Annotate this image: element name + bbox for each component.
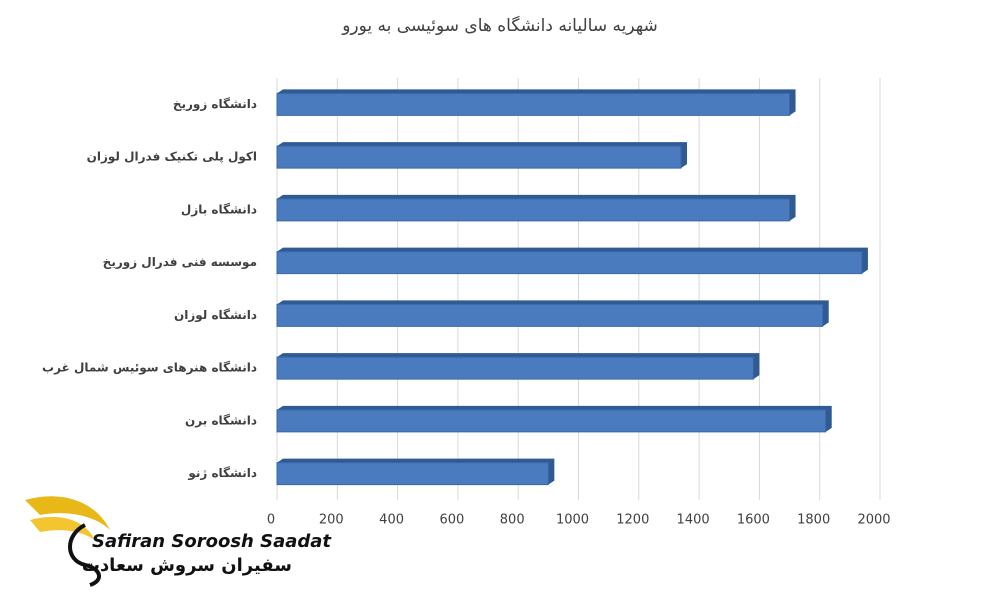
x-tick-label: 0 [267,513,275,528]
bar [276,145,682,169]
x-tick-label: 1600 [737,513,770,528]
x-tick-label: 200 [319,513,344,528]
y-tick-label: دانشگاه ژنو [187,466,257,481]
x-tick-label: 1200 [616,513,649,528]
y-tick-label: موسسه فنی فدرال زوریخ [103,255,257,270]
bar [276,462,549,486]
x-tick-label: 1800 [797,513,830,528]
bar [276,92,791,116]
chart-title: شهریه سالیانه دانشگاه های سوئیسی به یورو [341,15,658,36]
bar-depth [277,194,796,221]
x-tick-label: 600 [439,513,464,528]
logo-wing [25,496,110,530]
x-tick-label: 2000 [857,513,890,528]
x-tick-label: 800 [500,513,525,528]
bar-depth [277,458,555,485]
x-tick-label: 400 [379,513,404,528]
bar [276,251,863,275]
x-tick-label: 1000 [556,513,589,528]
bar [276,198,791,222]
bar-depth [277,405,832,432]
bar-depth [277,353,760,380]
logo-persian: سفیران سروش سعادت [82,555,292,576]
bar [276,303,824,327]
logo-wing [30,516,95,540]
y-tick-label: دانشگاه هنرهای سوئیس شمال غرب [42,361,257,376]
y-tick-label: دانشگاه برن [185,413,257,427]
bar-depth [277,142,688,169]
bar-depth [277,247,868,274]
logo-s [68,523,101,587]
y-tick-label: دانشگاه زوریخ [173,97,257,112]
bar [276,356,754,380]
bar-depth [277,300,829,327]
bar-depth [277,89,796,116]
y-tick-label: دانشگاه بازل [181,202,257,216]
bar [276,409,827,433]
logo: Safiran Soroosh Saadat سفیران سروش سعادت [25,496,332,587]
y-tick-label: اکول پلی تکنیک فدرال لوزان [87,150,257,165]
y-tick-label: دانشگاه لوزان [174,308,257,323]
logo-latin: Safiran Soroosh Saadat [92,531,332,552]
x-tick-label: 1400 [677,513,710,528]
